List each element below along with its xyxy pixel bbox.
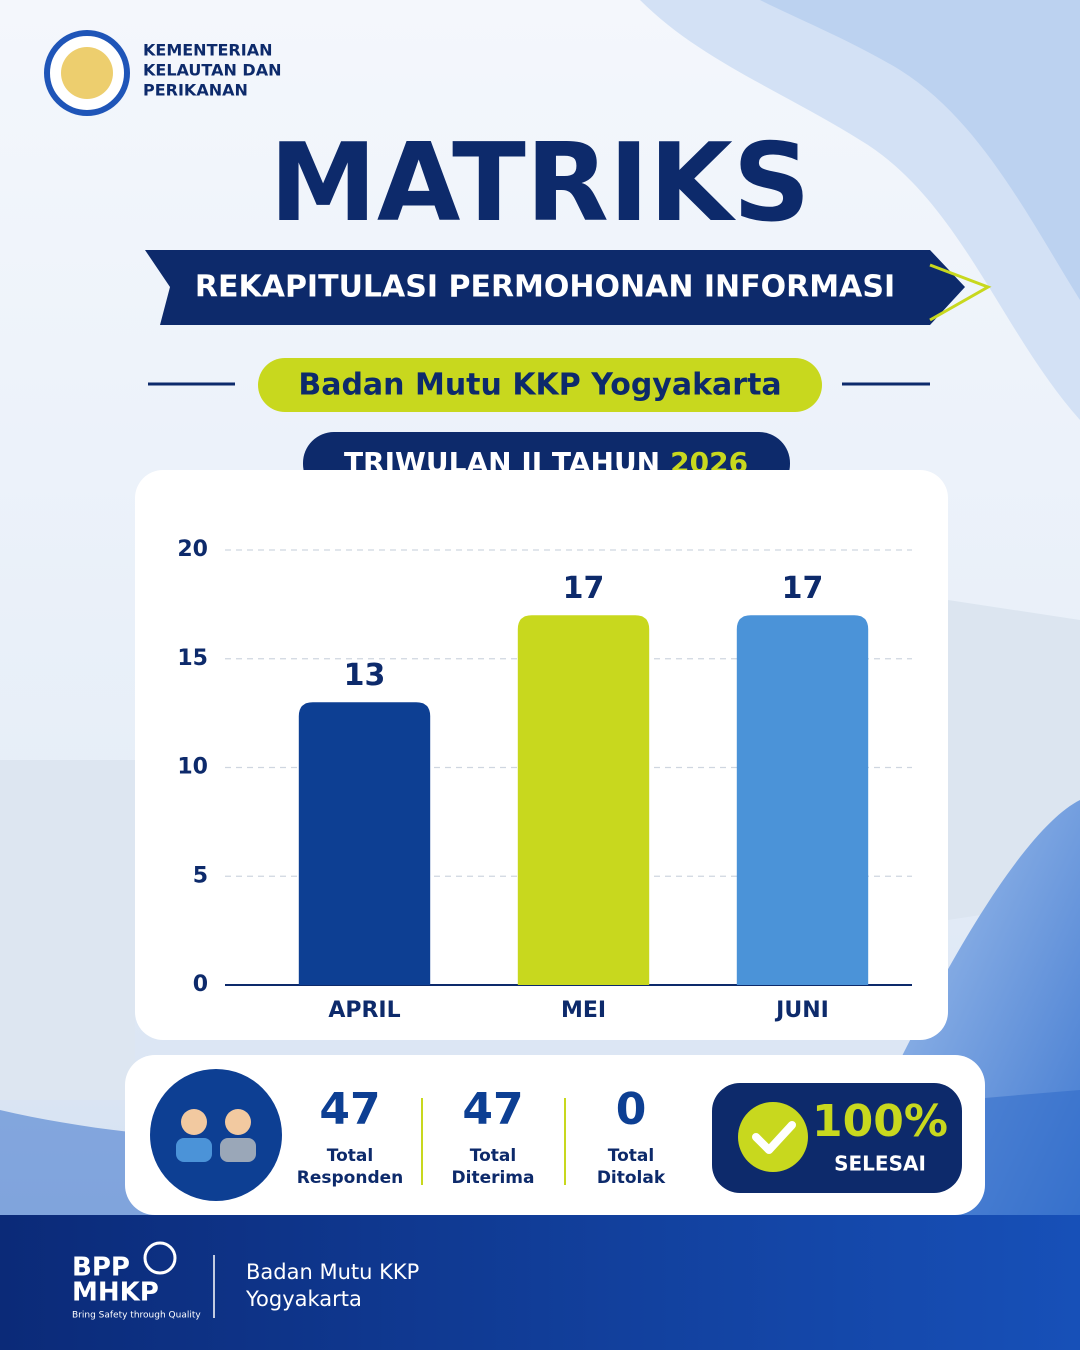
stats: 47TotalResponden47TotalDiterima0TotalDit…	[297, 1084, 666, 1188]
unit: Badan Mutu KKP Yogyakarta	[298, 368, 781, 403]
check-mark	[752, 1121, 796, 1154]
bar	[298, 702, 431, 985]
bar	[736, 615, 869, 985]
footer-name: Yogyakarta	[245, 1287, 362, 1311]
subtitle: REKAPITULASI PERMOHONAN INFORMASI	[195, 270, 895, 305]
footer-tagline: Bring Safety through Quality	[72, 1311, 201, 1321]
footer-name: Badan Mutu KKP	[246, 1260, 419, 1284]
stat-value: 47	[462, 1084, 523, 1135]
chart: 0 5 10 15 20 APRIL 13 MEI 17 JUNI 17	[177, 537, 912, 1023]
footer-band	[0, 1215, 1080, 1350]
y-tick-label: 15	[177, 646, 208, 671]
completion-percent: 100%	[812, 1096, 948, 1147]
ribbon-accent	[929, 263, 992, 322]
footer-logo: MHKP	[72, 1278, 159, 1308]
ministry-emblem	[61, 47, 113, 99]
person-icon	[176, 1138, 212, 1162]
person-icon	[225, 1109, 251, 1135]
stat-label: Total	[470, 1146, 516, 1166]
bar	[517, 615, 650, 985]
footer-logo: BPP	[72, 1253, 130, 1283]
value-label: 17	[563, 571, 605, 606]
stat-label: Responden	[297, 1168, 404, 1188]
building-left	[0, 760, 135, 1100]
title: MATRIKS	[269, 121, 810, 246]
stat-label: Total	[608, 1146, 654, 1166]
x-tick-label: APRIL	[328, 998, 400, 1023]
wave-top-2	[760, 0, 1080, 300]
footer-logo-mark	[143, 1241, 177, 1275]
stat-label: Ditolak	[597, 1168, 666, 1188]
completion-label: SELESAI	[834, 1152, 926, 1176]
check-icon	[738, 1102, 808, 1172]
org-line: KEMENTERIAN	[143, 41, 272, 60]
people-icon-bg	[150, 1069, 282, 1201]
unit-pill	[258, 358, 822, 412]
stat-label: Total	[327, 1146, 373, 1166]
person-icon	[220, 1138, 256, 1162]
stat-value: 47	[319, 1084, 380, 1135]
org-line: PERIKANAN	[143, 81, 248, 100]
stat-label: Diterima	[452, 1168, 535, 1188]
stat-value: 0	[616, 1084, 647, 1135]
subtitle-ribbon	[145, 250, 965, 325]
value-label: 13	[344, 658, 386, 693]
person-icon	[181, 1109, 207, 1135]
org-line: KELAUTAN DAN	[143, 61, 281, 80]
value-label: 17	[782, 571, 824, 606]
y-tick-label: 0	[193, 972, 208, 997]
x-tick-label: JUNI	[774, 998, 829, 1023]
y-tick-label: 20	[177, 537, 208, 562]
y-tick-label: 5	[193, 863, 208, 888]
y-tick-label: 10	[177, 755, 208, 780]
x-tick-label: MEI	[561, 998, 606, 1023]
